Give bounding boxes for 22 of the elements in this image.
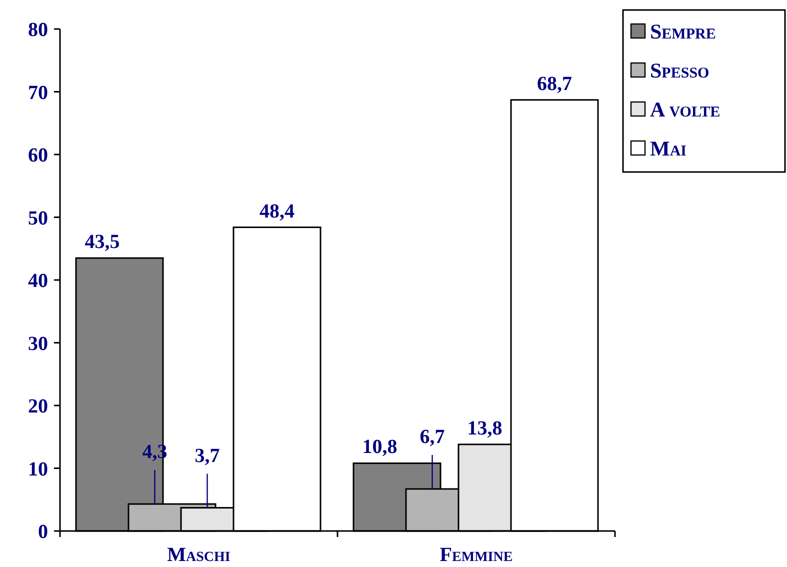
y-tick-label: 10 (28, 458, 48, 480)
data-label: 68,7 (537, 72, 572, 95)
data-label: 43,5 (84, 231, 120, 254)
data-label: 6,7 (420, 426, 445, 448)
y-tick-label: 40 (28, 270, 48, 292)
legend-label: Mai (650, 136, 687, 160)
y-tick-label: 20 (28, 396, 48, 418)
y-tick-label: 30 (28, 332, 48, 355)
data-label: 13,8 (467, 417, 502, 440)
y-tick-label: 70 (28, 82, 48, 104)
legend-label: Sempre (650, 19, 716, 44)
data-label: 10,8 (362, 436, 398, 458)
y-tick-label: 60 (28, 144, 48, 166)
data-label: 48,4 (260, 200, 294, 222)
legend-label: A volte (650, 97, 720, 122)
y-tick-label: 80 (28, 19, 48, 41)
legend-label: Spesso (650, 58, 710, 82)
data-label: 3,7 (194, 444, 220, 467)
x-tick-label: Femmine (440, 544, 513, 566)
x-tick-label: Maschi (167, 544, 230, 566)
y-tick-label: 50 (28, 207, 48, 230)
y-tick-label: 0 (38, 521, 48, 543)
